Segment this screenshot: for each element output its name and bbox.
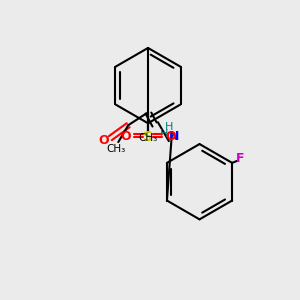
Text: N: N <box>169 130 179 142</box>
Text: CH₃: CH₃ <box>107 144 126 154</box>
Text: O: O <box>98 134 109 147</box>
Text: CH₃: CH₃ <box>138 133 158 143</box>
Text: F: F <box>236 152 244 165</box>
Text: O: O <box>120 130 130 142</box>
Text: H: H <box>160 129 168 139</box>
Text: S: S <box>143 130 153 144</box>
Text: O: O <box>166 130 176 142</box>
Text: H: H <box>165 122 173 132</box>
